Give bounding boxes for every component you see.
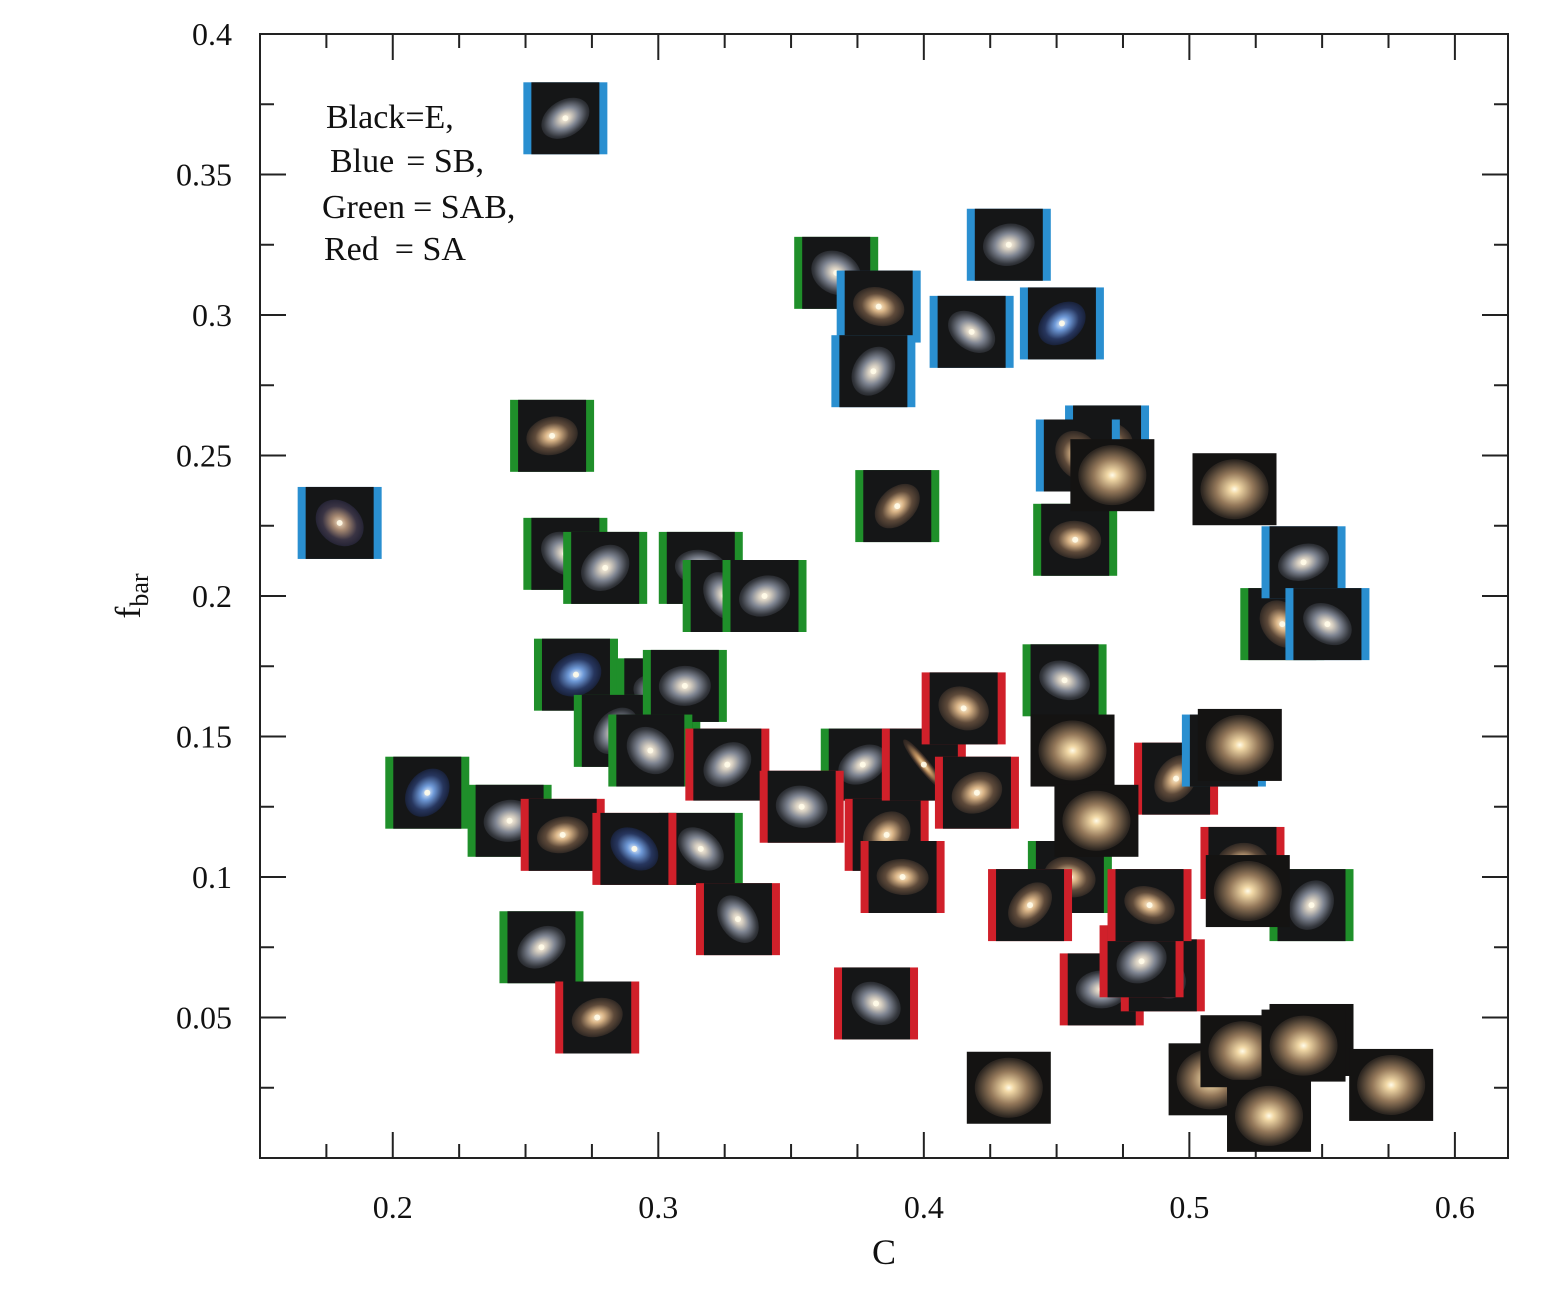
legend-value-sb: = SB, [406,143,484,180]
legend-key-e: Black [326,99,405,136]
svg-text:fbar: fbar [108,573,154,619]
legend-line-sab: Green = SAB, [322,189,515,226]
galaxy-marker-sab [563,531,648,604]
galaxy-marker-sb [1261,526,1346,599]
y-tick-label: 0.35 [176,157,232,193]
galaxy-marker-sb [523,82,608,155]
x-tick-label: 0.5 [1169,1189,1209,1225]
legend-key-sa: Red [324,231,379,268]
galaxy-marker-e [1054,784,1139,857]
galaxy-marker-sb [836,270,921,343]
legend-line-sb: Blue = SB, [330,143,484,180]
legend-value-sa: = SA [395,231,467,268]
galaxy-marker-e [1070,439,1155,512]
galaxy-marker-sa [834,967,919,1040]
legend-line-sa: Red = SA [324,231,466,268]
galaxy-marker-sb [831,335,916,408]
y-tick-label: 0.1 [192,859,232,895]
galaxy-marker-sa [1107,869,1192,942]
galaxy-marker-sab [1022,644,1107,717]
y-tick-label: 0.05 [176,1000,232,1036]
galaxy-marker-e [1030,714,1115,787]
x-tick-labels: 0.2 0.3 0.4 0.5 0.6 [373,1189,1475,1225]
galaxy-marker-sa [520,798,605,871]
galaxy-marker-e [1205,855,1290,928]
galaxy-marker-sab [608,714,693,787]
galaxy-marker-sa [860,841,945,913]
galaxy-marker-sb [1285,588,1370,661]
galaxy-marker-sab [1033,503,1118,576]
galaxy-marker-sa [685,728,770,801]
galaxy-marker-sa [921,672,1006,745]
x-tick-label: 0.4 [904,1189,944,1225]
galaxy-marker-sab [855,470,940,543]
y-axis-label-main: f [108,607,148,619]
axis-ticks [259,33,1508,1159]
x-tick-label: 0.3 [638,1189,678,1225]
y-tick-label: 0.2 [192,578,232,614]
legend: Black=E, Blue = SB, Green = SAB, Red = SA [322,99,515,268]
galaxy-marker-e [1227,1079,1312,1152]
legend-value-e: =E, [405,99,453,136]
galaxy-marker-sab [385,756,470,829]
y-axis-label: fbar [108,573,154,619]
galaxy-marker-sb [1019,287,1104,360]
y-tick-labels: 0.05 0.1 0.15 0.2 0.25 0.3 0.35 0.4 [176,16,232,1036]
galaxy-marker-e [1261,1009,1346,1082]
galaxy-marker-sa [988,869,1073,942]
galaxy-marker-sa [695,883,780,956]
galaxy-marker-sa [934,756,1019,829]
y-tick-label: 0.25 [176,438,232,474]
data-points [297,82,1434,1152]
galaxy-marker-sa [1134,742,1219,815]
legend-key-sab: Green [322,189,405,226]
galaxy-marker-sa [592,812,677,885]
galaxy-marker-e [966,1051,1051,1124]
y-tick-label: 0.4 [192,16,232,52]
galaxy-marker-sa [759,770,844,843]
legend-value-sab: = SAB, [413,189,515,226]
galaxy-marker-sb [966,208,1051,281]
x-tick-label: 0.2 [373,1189,413,1225]
x-axis-label: C [872,1232,896,1272]
x-tick-label: 0.6 [1435,1189,1475,1225]
galaxy-marker-e [1192,453,1277,526]
galaxy-marker-sab [510,399,595,472]
legend-key-sb: Blue [330,143,394,180]
galaxy-marker-sb [297,486,382,559]
legend-line-e: Black=E, [326,99,454,136]
galaxy-marker-sb [929,295,1014,368]
y-tick-label: 0.3 [192,297,232,333]
galaxy-marker-sab [499,911,584,984]
galaxy-marker-sab [642,649,727,722]
galaxy-marker-sa [555,981,640,1054]
y-axis-label-sub: bar [125,573,154,607]
galaxy-marker-e [1349,1048,1434,1121]
galaxy-marker-e [1197,708,1282,781]
y-tick-label: 0.15 [176,719,232,755]
galaxy-marker-sab [722,560,807,632]
